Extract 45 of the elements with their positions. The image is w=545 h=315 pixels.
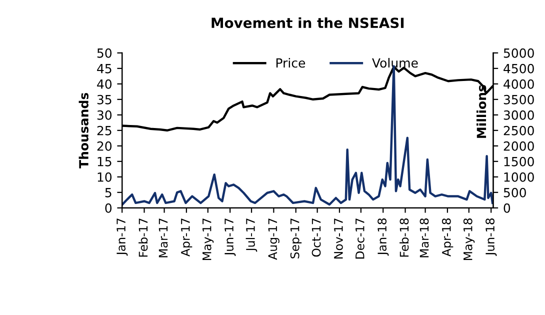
x-tick-label: Feb-18	[400, 218, 409, 257]
x-tick-label: Feb-17	[138, 218, 148, 257]
legend-label: Price	[276, 58, 306, 68]
x-tick-label: May-18	[463, 218, 475, 260]
y2-tick-label: 3000	[504, 110, 534, 120]
x-tick-label: Mar-18	[420, 218, 429, 258]
y2-tick-label: 2500	[504, 126, 534, 136]
x-tick-label: Apr-18	[442, 218, 454, 256]
y-tick-label: 50	[97, 48, 112, 58]
y2-tick-label: 1000	[504, 172, 534, 182]
x-tick-label: Sep-17	[290, 218, 302, 258]
x-tick-label: Oct-17	[312, 218, 321, 257]
y2-tick-label: 4000	[504, 79, 534, 89]
x-tick-label: Jun-17	[224, 218, 236, 256]
y2-tick-label: 3500	[504, 94, 534, 104]
y2-axis-title: Millions	[476, 85, 486, 138]
chart-title: Movement in the NSEASI	[212, 17, 404, 28]
legend-label: Volume	[372, 58, 418, 68]
x-tick-label: Jul-17	[246, 218, 258, 252]
x-tick-label: Jan-17	[116, 218, 128, 256]
y-tick-label: 30	[97, 110, 112, 120]
y2-tick-label: 4500	[504, 64, 534, 74]
y-tick-label: 0	[105, 203, 112, 213]
y2-tick-label: 1500	[504, 156, 534, 166]
x-tick-label: Mar-17	[158, 218, 168, 258]
x-tick-label: Jan-18	[378, 218, 389, 256]
y-tick-label: 20	[97, 141, 112, 151]
y2-tick-label: 500	[504, 188, 526, 198]
y-tick-label: 5	[105, 188, 112, 198]
y2-tick-label: 0	[504, 203, 510, 213]
y-tick-label: 10	[98, 172, 112, 182]
y2-tick-label: 5000	[504, 48, 534, 58]
x-tick-label: Dec-17	[356, 218, 364, 259]
y-tick-label: 40	[97, 79, 112, 89]
y-tick-label: 25	[97, 126, 112, 136]
x-tick-label: May-17	[202, 218, 214, 260]
y-tick-label: 35	[97, 94, 112, 104]
y2-tick-label: 2000	[504, 141, 534, 151]
y-tick-label: 15	[98, 157, 112, 166]
y-axis-title: Thousands	[78, 92, 88, 168]
x-tick-label: Apr-17	[181, 218, 192, 256]
x-tick-label: Aug-17	[268, 218, 280, 260]
x-tick-label: Jun-18	[486, 218, 497, 256]
y-tick-label: 45	[97, 64, 112, 74]
x-tick-label: Nov-17	[334, 218, 343, 258]
